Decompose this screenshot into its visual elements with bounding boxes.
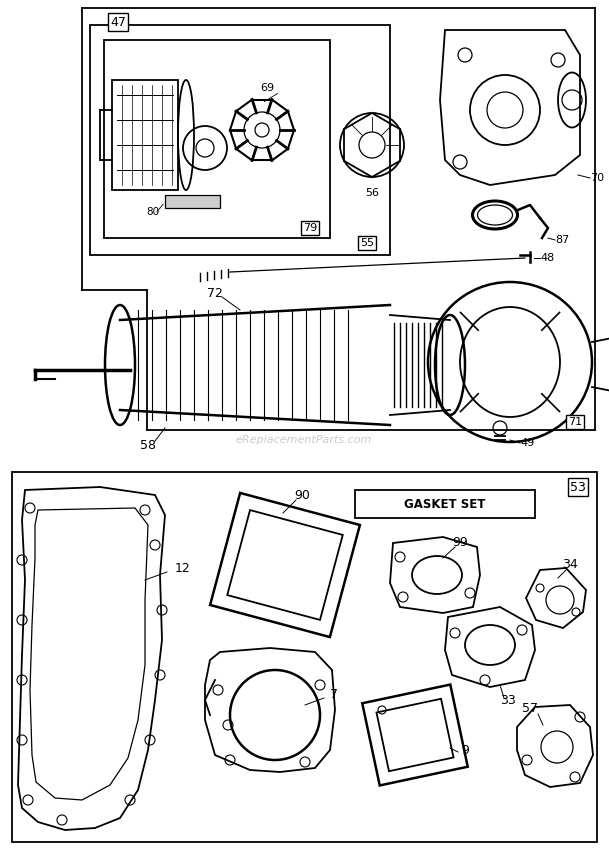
Text: 87: 87 [555,235,569,245]
Text: 47: 47 [110,15,126,29]
Text: 99: 99 [452,536,468,548]
Bar [104,40,330,238]
Text: 56: 56 [365,188,379,198]
Text: 69: 69 [260,83,274,93]
Text: 90: 90 [294,489,310,501]
Text: 53: 53 [570,480,586,494]
Text: 9: 9 [461,744,469,756]
Text: 80: 80 [146,207,160,217]
Bar [112,80,178,190]
Bar [355,490,535,518]
Text: 57: 57 [522,701,538,715]
Text: 34: 34 [562,558,578,571]
Text: 12: 12 [175,562,191,575]
Ellipse shape [435,315,465,415]
Ellipse shape [105,305,135,425]
Text: GASKET SET: GASKET SET [404,497,486,511]
Bar [90,25,390,255]
Text: 7: 7 [330,688,338,701]
Text: 71: 71 [568,417,582,427]
Text: 72: 72 [207,286,223,299]
Text: 48: 48 [540,253,554,263]
Text: 33: 33 [500,694,516,706]
Text: 58: 58 [140,439,156,451]
Bar [12,472,597,842]
Text: 55: 55 [360,238,374,248]
Text: 49: 49 [520,438,534,448]
Text: 70: 70 [590,173,604,183]
Polygon shape [165,195,220,208]
Text: 79: 79 [303,223,317,233]
Text: eReplacementParts.com: eReplacementParts.com [236,435,372,445]
